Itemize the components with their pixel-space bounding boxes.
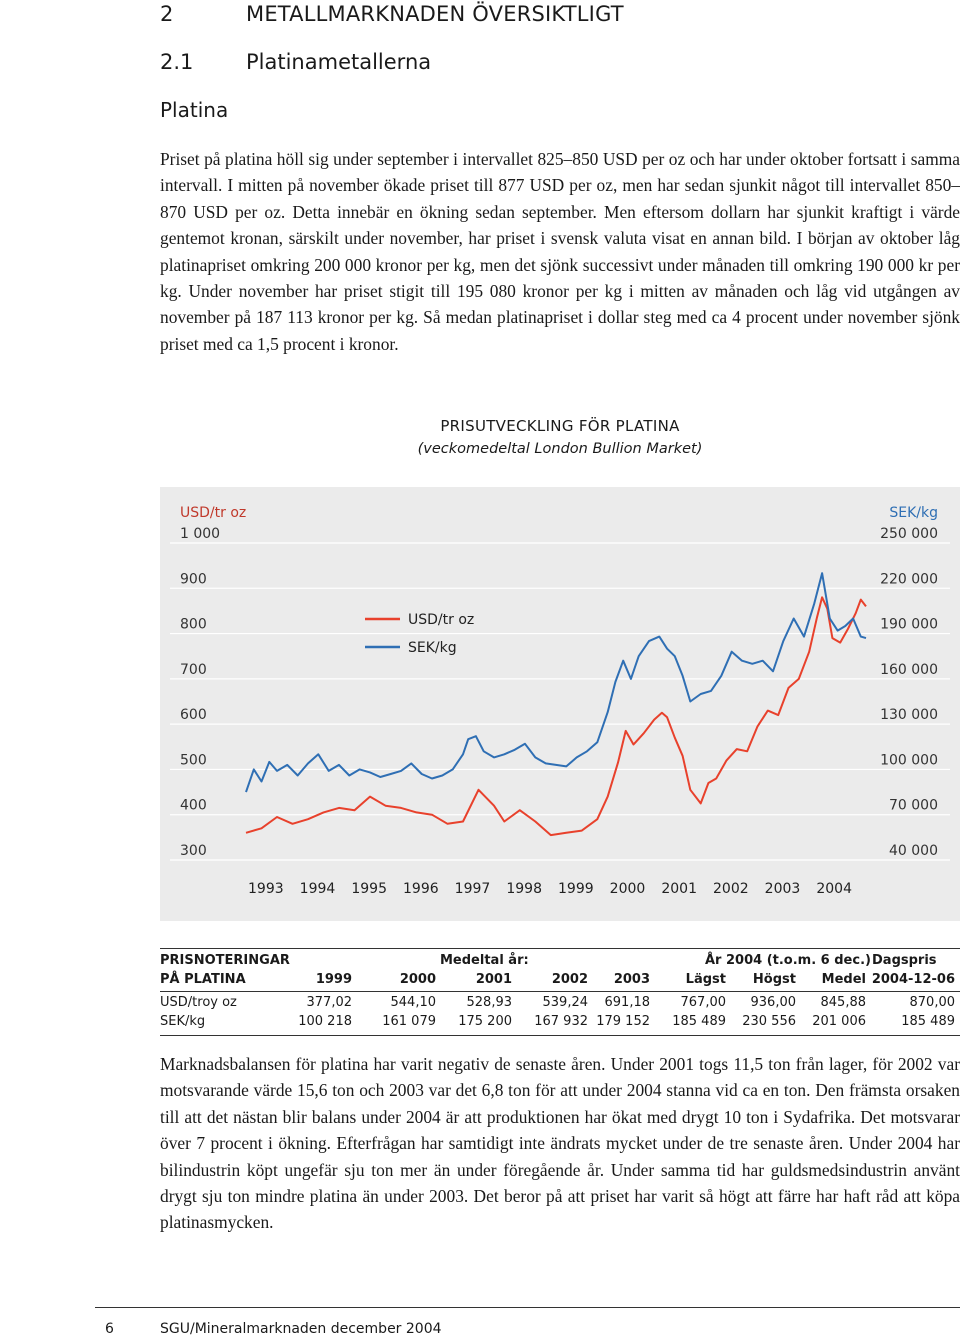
y-left-tick-label: 1 000 [180, 526, 220, 542]
chapter-number: 2 [160, 2, 174, 26]
y-right-tick-label: 190 000 [880, 617, 938, 633]
table-cell: 767,00 [680, 995, 727, 1010]
table-cell: 230 556 [742, 1014, 796, 1029]
y-left-tick-label: 900 [180, 571, 207, 587]
market-balance-paragraph: Marknadsbalansen för platina har varit n… [160, 1054, 960, 1233]
table-cell: 201 006 [812, 1014, 866, 1029]
x-tick-label: 1994 [300, 881, 336, 897]
y-left-tick-label: 800 [180, 617, 207, 633]
y-right-tick-label: 160 000 [880, 662, 938, 678]
series-line [245, 572, 867, 793]
table-cell: 528,93 [466, 995, 513, 1010]
table-cell: 100 218 [298, 1014, 352, 1029]
table-header-rule [160, 991, 960, 992]
table-column-header: 2002 [551, 972, 588, 987]
table-cell: 539,24 [542, 995, 589, 1010]
table-header-sublabel: PÅ PLATINA [160, 972, 246, 987]
table-column-header: 1999 [315, 972, 352, 987]
section-number: 2.1 [160, 50, 194, 74]
table-group-daily: Dagspris [872, 953, 937, 968]
x-tick-label: 1996 [403, 881, 439, 897]
x-tick-label: 2001 [661, 881, 697, 897]
legend-label: SEK/kg [408, 640, 457, 656]
table-cell: 870,00 [909, 995, 956, 1010]
y-left-tick-label: 400 [180, 798, 207, 814]
y-left-tick-label: 700 [180, 662, 207, 678]
table-cell: 185 489 [672, 1014, 726, 1029]
table-cell: 179 152 [596, 1014, 650, 1029]
x-tick-label: 2004 [816, 881, 852, 897]
x-tick-label: 1997 [455, 881, 491, 897]
table-cell: 544,10 [390, 995, 437, 1010]
table-column-header: 2001 [475, 972, 512, 987]
table-cell: 936,00 [750, 995, 797, 1010]
y-right-tick-label: 250 000 [880, 526, 938, 542]
y-right-tick-label: 220 000 [880, 571, 938, 587]
table-column-header: Högst [752, 972, 796, 987]
chart-subtitle: (veckomedeltal London Bullion Market) [417, 441, 703, 457]
y-left-tick-label: 600 [180, 707, 207, 723]
section-title: Platinametallerna [246, 50, 432, 74]
y-right-tick-label: 70 000 [889, 798, 938, 814]
table-cell: 691,18 [604, 995, 651, 1010]
table-column-header: 2003 [613, 972, 650, 987]
x-tick-label: 1993 [248, 881, 284, 897]
y-right-tick-label: 40 000 [889, 843, 938, 859]
y-left-tick-label: 300 [180, 843, 207, 859]
series-line [245, 596, 867, 837]
y-left-tick-label: 500 [180, 752, 207, 768]
publication-name: SGU/Mineralmarknaden december 2004 [160, 1321, 442, 1337]
y-right-tick-label: 100 000 [880, 752, 938, 768]
chapter-heading: 2 METALLMARKNADEN ÖVERSIKTLIGT [160, 2, 624, 26]
x-tick-label: 2002 [713, 881, 749, 897]
footer-rule [95, 1307, 960, 1308]
x-tick-label: 2000 [610, 881, 646, 897]
chart-title: PRISUTVECKLING FÖR PLATINA [440, 417, 680, 435]
x-tick-label: 1999 [558, 881, 594, 897]
table-group-2004: År 2004 (t.o.m. 6 dec.) [705, 953, 871, 968]
table-cell: 377,02 [306, 995, 353, 1010]
table-column-header: 2004-12-06 [871, 972, 955, 987]
table-cell: 175 200 [458, 1014, 512, 1029]
table-column-header: Lägst [685, 972, 726, 987]
chapter-title: METALLMARKNADEN ÖVERSIKTLIGT [246, 2, 624, 26]
table-cell: 845,88 [820, 995, 867, 1010]
table-cell: 161 079 [382, 1014, 436, 1029]
table-column-header: Medel [821, 972, 866, 987]
y-right-tick-label: 130 000 [880, 707, 938, 723]
table-row-label: USD/troy oz [160, 995, 237, 1010]
table-column-header: 2000 [399, 972, 436, 987]
y-left-axis-label: USD/tr oz [180, 505, 246, 521]
y-right-axis-label: SEK/kg [889, 505, 938, 521]
table-top-rule [160, 948, 960, 949]
table-group-average: Medeltal år: [440, 953, 529, 968]
x-tick-label: 1998 [506, 881, 542, 897]
table-header-label: PRISNOTERINGAR [160, 953, 290, 968]
table-cell: 185 489 [901, 1014, 955, 1029]
x-tick-label: 2003 [765, 881, 801, 897]
table-cell: 167 932 [534, 1014, 588, 1029]
legend-label: USD/tr oz [408, 612, 474, 628]
table-bottom-rule [160, 1035, 960, 1036]
page-number: 6 [105, 1321, 114, 1337]
section-heading: 2.1 Platinametallerna [160, 50, 431, 74]
table-row-label: SEK/kg [160, 1014, 206, 1029]
x-tick-label: 1995 [351, 881, 387, 897]
chart-panel [160, 487, 960, 921]
intro-paragraph: Priset på platina höll sig under septemb… [160, 149, 960, 354]
price-chart: 1 000 250 000 900 220 000 800 190 000 700 160 0… [170, 505, 950, 897]
subsection-heading: Platina [160, 98, 229, 122]
